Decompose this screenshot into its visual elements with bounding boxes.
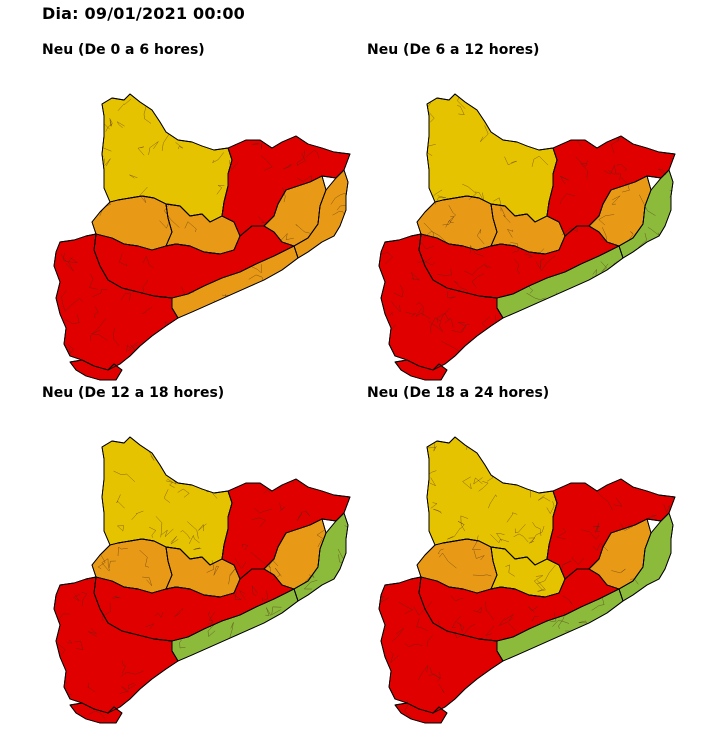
region-outline bbox=[53, 93, 351, 381]
map-panel-6-12h: Neu (De 6 a 12 hores) bbox=[367, 42, 704, 382]
region-outline bbox=[53, 436, 351, 724]
forecast-date: Dia: 09/01/2021 00:00 bbox=[42, 4, 245, 23]
catalonia-map bbox=[53, 93, 351, 381]
region-outline bbox=[378, 93, 676, 381]
panel-title: Neu (De 18 a 24 hores) bbox=[367, 385, 550, 401]
map-panel-12-18h: Neu (De 12 a 18 hores) bbox=[42, 385, 382, 725]
catalonia-map bbox=[378, 93, 676, 381]
panel-title: Neu (De 12 a 18 hores) bbox=[42, 385, 225, 401]
region-outline bbox=[378, 436, 676, 724]
panel-title: Neu (De 0 a 6 hores) bbox=[42, 42, 205, 58]
catalonia-map bbox=[53, 436, 351, 724]
catalonia-map bbox=[378, 436, 676, 724]
map-panel-18-24h: Neu (De 18 a 24 hores) bbox=[367, 385, 704, 725]
map-panel-0-6h: Neu (De 0 a 6 hores) bbox=[42, 42, 382, 382]
panel-title: Neu (De 6 a 12 hores) bbox=[367, 42, 540, 58]
